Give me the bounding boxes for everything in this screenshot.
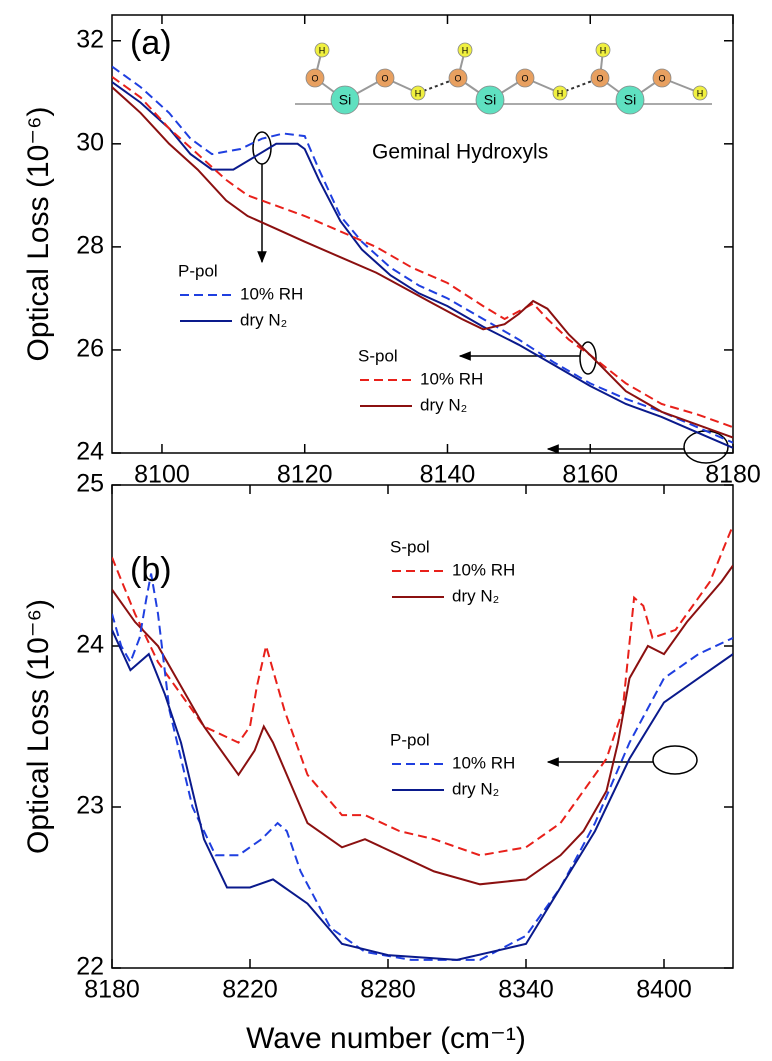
- atom-label: O: [521, 73, 528, 83]
- series-line: [112, 65, 733, 444]
- atom: [552, 85, 568, 101]
- x-tick-label: 8280: [360, 976, 416, 1004]
- x-tick-label: 8400: [636, 976, 692, 1004]
- y-tick-label: 25: [76, 470, 104, 498]
- series-line: [112, 629, 733, 961]
- panel-label: (a): [130, 24, 172, 62]
- series-line: [112, 81, 733, 449]
- series-line: [112, 524, 733, 857]
- series-line: [112, 564, 733, 886]
- x-tick-label: 8340: [498, 976, 554, 1004]
- atom: [448, 68, 468, 88]
- legend-label: 10% RH: [452, 753, 515, 772]
- legend-title: P-pol: [390, 730, 430, 749]
- atom-label: O: [311, 73, 318, 83]
- y-tick-label: 22: [76, 953, 104, 981]
- atom-label: H: [319, 45, 326, 55]
- y-tick-label: 24: [76, 438, 104, 466]
- atom: [615, 85, 645, 115]
- atom-label: H: [462, 45, 469, 55]
- x-tick-label: 8220: [222, 976, 278, 1004]
- inset-caption: Geminal Hydroxyls: [372, 141, 548, 164]
- atom-label: H: [415, 88, 422, 98]
- x-tick-label: 8120: [277, 461, 333, 489]
- atom-label: H: [697, 88, 704, 98]
- y-tick-label: 24: [76, 631, 104, 659]
- x-tick-label: 8180: [705, 461, 761, 489]
- atom-label: Si: [624, 92, 636, 108]
- atom: [475, 85, 505, 115]
- legend-label: dry N₂: [420, 395, 467, 414]
- atom: [314, 42, 330, 58]
- y-tick-label: 23: [76, 792, 104, 820]
- legend-title: S-pol: [358, 346, 398, 365]
- legend-label: dry N₂: [240, 310, 287, 329]
- legend-title: S-pol: [390, 537, 430, 556]
- atom: [595, 42, 611, 58]
- atom-label: Si: [339, 92, 351, 108]
- x-axis-label: Wave number (cm⁻¹): [246, 1022, 526, 1055]
- atom-label: O: [381, 73, 388, 83]
- atom: [590, 68, 610, 88]
- y-axis-label: Optical Loss (10⁻⁶): [22, 599, 55, 854]
- atom: [410, 85, 426, 101]
- y-axis-label: Optical Loss (10⁻⁶): [22, 107, 55, 362]
- h-bonds: [417, 77, 601, 94]
- series-line: [112, 573, 733, 961]
- y-tick-label: 30: [76, 128, 104, 156]
- legend-label: dry N₂: [452, 586, 499, 605]
- legend-title: P-pol: [178, 261, 218, 280]
- atom-label: H: [557, 88, 564, 98]
- x-tick-label: 8160: [562, 461, 618, 489]
- atom: [457, 42, 473, 58]
- legend-label: 10% RH: [240, 284, 303, 303]
- legend-label: 10% RH: [420, 369, 483, 388]
- y-tick-label: 32: [76, 25, 104, 53]
- x-tick-label: 8100: [134, 461, 190, 489]
- atom: [652, 68, 672, 88]
- legend-label: 10% RH: [452, 560, 515, 579]
- legend-label: dry N₂: [452, 779, 499, 798]
- plot-frame: [111, 484, 734, 969]
- atom: [305, 68, 325, 88]
- atom-label: O: [596, 73, 603, 83]
- atom-label: O: [658, 73, 665, 83]
- atom: [330, 85, 360, 115]
- atom-label: H: [600, 45, 607, 55]
- series-line: [112, 75, 733, 429]
- x-tick-label: 8180: [84, 976, 140, 1004]
- atom: [515, 68, 535, 88]
- plot-frame: [111, 14, 734, 454]
- panel-label: (b): [130, 551, 172, 589]
- series-line: [112, 86, 733, 439]
- y-tick-label: 26: [76, 335, 104, 363]
- y-tick-label: 28: [76, 231, 104, 259]
- atom-label: Si: [484, 92, 496, 108]
- x-tick-label: 8140: [420, 461, 476, 489]
- atom: [375, 68, 395, 88]
- annotations: [252, 131, 729, 775]
- atom: [692, 85, 708, 101]
- atom-label: O: [454, 73, 461, 83]
